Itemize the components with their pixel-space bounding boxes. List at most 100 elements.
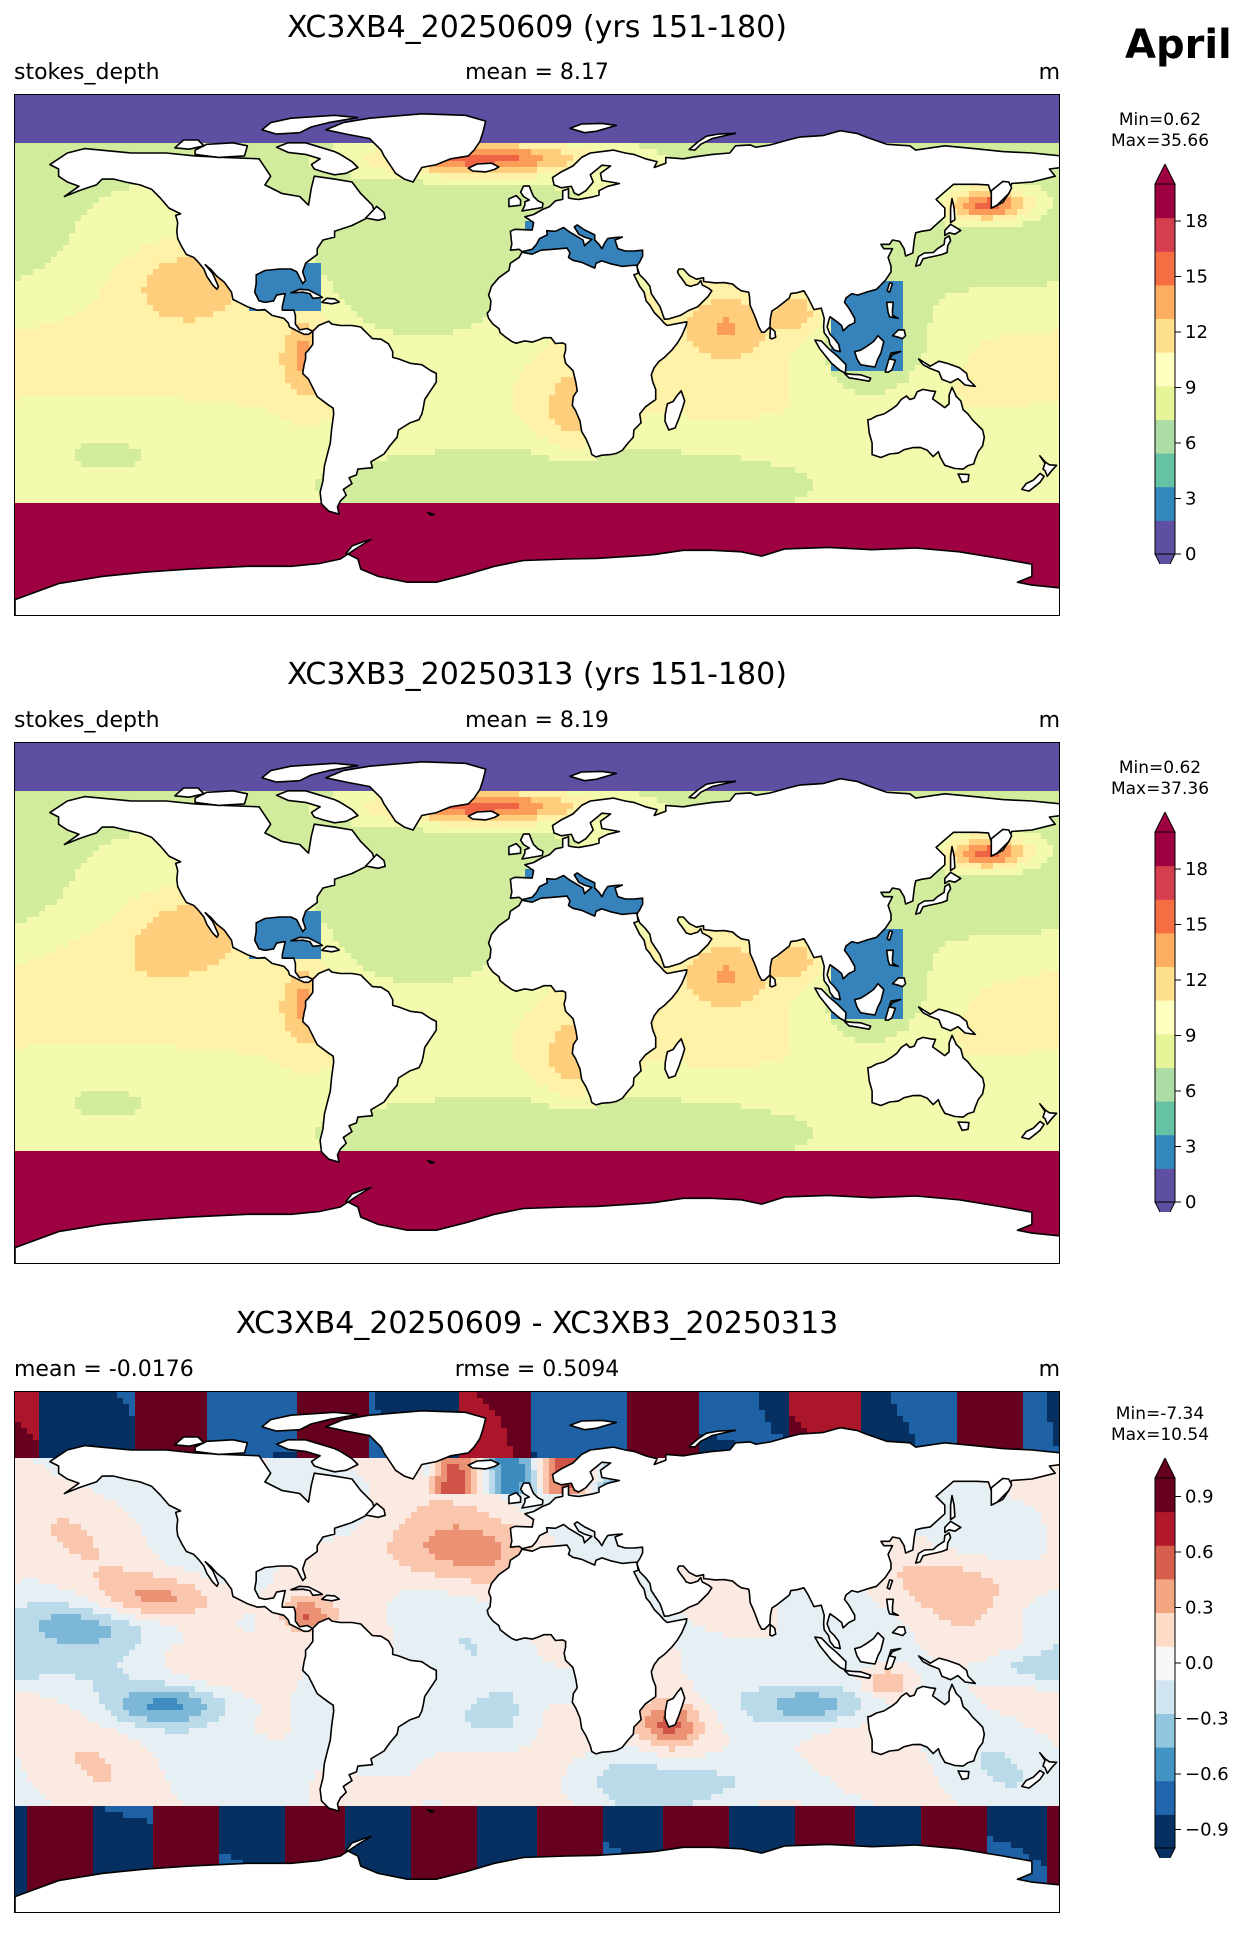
field-cell [1011,197,1018,204]
field-cell [327,239,334,246]
field-cell [939,113,946,120]
field-cell [957,143,964,150]
field-cell [885,119,892,126]
field-cell [1041,125,1048,132]
field-cell [675,101,682,108]
field-cell [15,149,22,156]
field-cell [339,131,346,138]
field-cell [99,227,106,234]
field-cell [63,95,70,102]
field-cell [45,143,52,150]
field-cell [969,221,976,228]
field-cell [903,95,910,102]
field-cell [669,119,676,126]
field-cell [621,257,628,264]
field-cell [417,191,424,198]
field-cell [465,155,472,162]
field-cell [717,113,724,120]
field-cell [675,125,682,132]
field-cell [519,107,526,114]
field-cell [21,113,28,120]
field-cell [969,101,976,108]
field-cell [147,215,154,222]
field-cell [621,101,628,108]
field-cell [57,245,64,252]
field-cell [33,113,40,120]
field-cell [255,131,262,138]
field-cell [375,263,382,270]
field-cell [573,131,580,138]
field-cell [225,131,232,138]
field-cell [789,95,796,102]
field-cell [129,137,136,144]
field-cell [549,245,556,252]
field-cell [1053,179,1059,186]
field-cell [1023,143,1030,150]
field-cell [963,119,970,126]
field-cell [567,95,574,102]
field-cell [459,173,466,180]
field-cell [567,191,574,198]
field-cell [969,245,976,252]
field-cell [447,179,454,186]
field-cell [141,107,148,114]
field-cell [675,143,682,150]
field-cell [489,191,496,198]
field-cell [363,149,370,156]
field-cell [771,107,778,114]
field-cell [951,137,958,144]
field-cell [951,251,958,258]
field-cell [27,119,34,126]
field-cell [201,113,208,120]
field-cell [513,143,520,150]
field-cell [399,107,406,114]
field-cell [105,203,112,210]
field-cell [219,101,226,108]
field-cell [993,233,1000,240]
field-cell [243,107,250,114]
field-cell [477,179,484,186]
field-cell [147,233,154,240]
field-cell [627,101,634,108]
field-cell [897,101,904,108]
field-cell [135,221,142,228]
field-cell [237,125,244,132]
field-cell [987,197,994,204]
field-cell [27,95,34,102]
field-cell [147,239,154,246]
field-cell [351,95,358,102]
field-cell [1005,227,1012,234]
field-cell [483,221,490,228]
field-cell [567,143,574,150]
field-cell [81,113,88,120]
field-cell [405,239,412,246]
field-cell [93,251,100,258]
field-cell [453,167,460,174]
field-cell [99,125,106,132]
field-cell [279,149,286,156]
field-cell [879,113,886,120]
field-cell [441,95,448,102]
field-cell [501,257,508,264]
field-cell [891,113,898,120]
field-cell [507,101,514,108]
field-cell [573,239,580,246]
field-cell [351,179,358,186]
field-cell [285,167,292,174]
field-cell [453,203,460,210]
field-cell [897,95,904,102]
field-cell [489,221,496,228]
field-cell [495,185,502,192]
field-cell [735,137,742,144]
field-cell [411,227,418,234]
field-cell [495,263,502,270]
field-cell [975,137,982,144]
field-cell [477,101,484,108]
field-cell [1023,107,1030,114]
field-cell [303,113,310,120]
field-cell [129,227,136,234]
field-cell [519,113,526,120]
field-cell [153,209,160,216]
field-cell [543,245,550,252]
field-cell [1059,149,1060,156]
